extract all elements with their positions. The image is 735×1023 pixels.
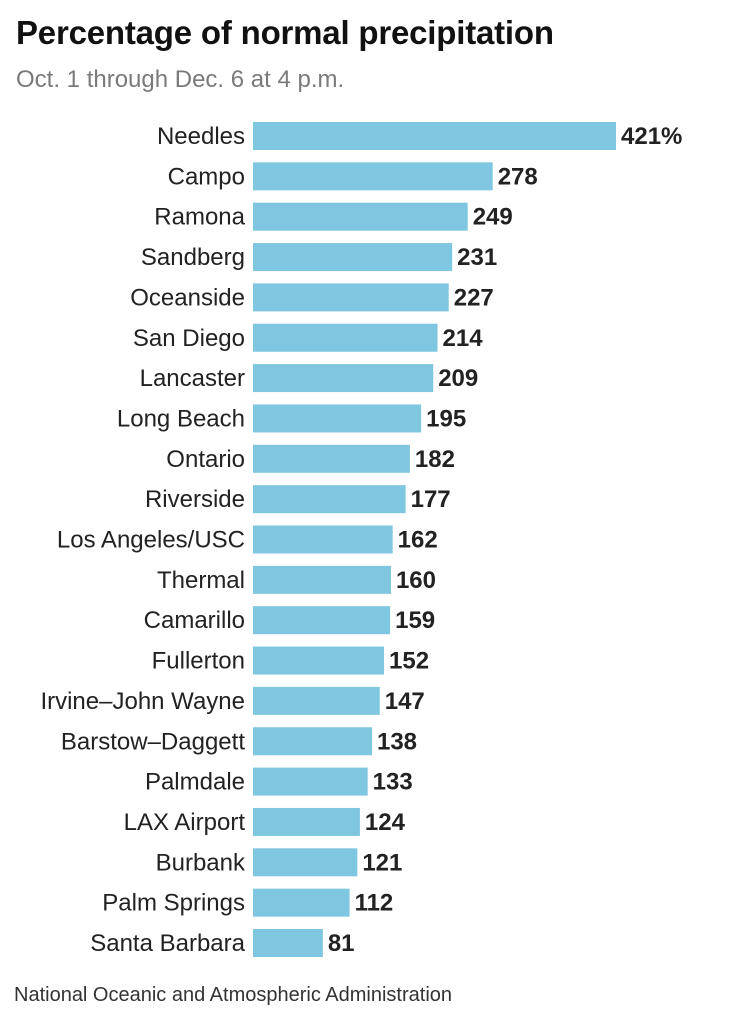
category-label: San Diego — [133, 325, 245, 352]
bar — [253, 525, 393, 554]
category-label: Ontario — [166, 446, 245, 473]
bar — [253, 646, 385, 675]
value-label: 195 — [426, 405, 466, 432]
bar — [253, 202, 468, 231]
category-label: Santa Barbara — [90, 930, 245, 957]
category-label: Oceanside — [130, 284, 245, 311]
bar — [253, 848, 358, 877]
category-label: Los Angeles/USC — [57, 527, 245, 554]
value-label: 231 — [457, 244, 497, 271]
bar — [253, 565, 391, 594]
bar — [253, 404, 422, 433]
bar — [253, 727, 372, 756]
value-label: 159 — [395, 607, 435, 634]
value-label: 138 — [377, 728, 417, 755]
value-label: 160 — [396, 567, 436, 594]
category-label: Irvine–John Wayne — [40, 688, 245, 715]
category-label: Fullerton — [152, 648, 245, 675]
bar — [253, 888, 350, 917]
value-label: 162 — [398, 527, 438, 554]
value-label: 278 — [498, 163, 538, 190]
bar — [253, 162, 493, 191]
value-label: 177 — [411, 486, 451, 513]
bar — [253, 323, 438, 352]
value-label: 121 — [362, 849, 402, 876]
value-label: 214 — [443, 325, 484, 352]
bar — [253, 283, 449, 312]
category-label: Palmdale — [145, 769, 245, 796]
category-label: Needles — [157, 123, 245, 150]
category-label: Thermal — [157, 567, 245, 594]
value-label: 209 — [438, 365, 478, 392]
category-label: Lancaster — [140, 365, 245, 392]
bar — [253, 243, 453, 272]
bar — [253, 122, 616, 150]
bar — [253, 364, 434, 393]
bar — [253, 929, 323, 957]
value-label: 421% — [621, 123, 682, 150]
bar — [253, 606, 391, 635]
category-label: Ramona — [154, 204, 245, 231]
category-label: LAX Airport — [124, 809, 246, 836]
category-label: Barstow–Daggett — [61, 728, 245, 755]
category-label: Palm Springs — [102, 890, 245, 917]
bar — [253, 767, 368, 796]
category-label: Long Beach — [117, 405, 245, 432]
category-label: Riverside — [145, 486, 245, 513]
value-label: 112 — [355, 890, 394, 917]
value-label: 152 — [389, 648, 429, 675]
bar — [253, 485, 406, 514]
category-label: Burbank — [156, 849, 246, 876]
value-label: 227 — [454, 284, 494, 311]
value-label: 249 — [473, 204, 513, 231]
chart-source: National Oceanic and Atmospheric Adminis… — [14, 984, 453, 1006]
category-label: Camarillo — [144, 607, 245, 634]
chart-title: Percentage of normal precipitation — [16, 14, 554, 51]
value-label: 124 — [365, 809, 406, 836]
bar — [253, 444, 410, 473]
chart-subtitle: Oct. 1 through Dec. 6 at 4 p.m. — [16, 66, 345, 93]
category-label: Campo — [168, 163, 245, 190]
value-label: 133 — [373, 769, 413, 796]
value-label: 182 — [415, 446, 455, 473]
bar — [253, 807, 360, 836]
value-label: 81 — [328, 930, 355, 957]
category-label: Sandberg — [141, 244, 245, 271]
value-label: 147 — [385, 688, 425, 715]
bar — [253, 686, 380, 715]
